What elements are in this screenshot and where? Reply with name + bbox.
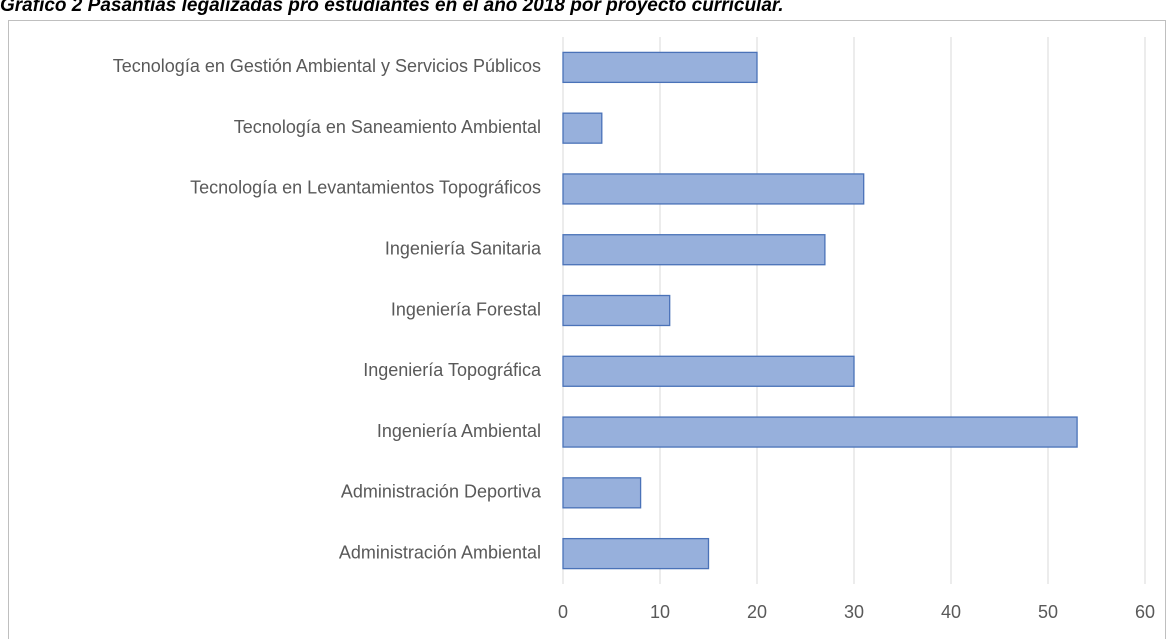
y-tick-label: Ingeniería Ambiental bbox=[377, 421, 541, 441]
x-tick-label: 10 bbox=[650, 602, 670, 622]
y-tick-label: Administración Ambiental bbox=[339, 542, 541, 562]
bar bbox=[562, 112, 603, 144]
bar bbox=[562, 294, 671, 327]
x-tick-label: 0 bbox=[558, 602, 568, 622]
bar bbox=[562, 537, 710, 570]
y-tick-label: Tecnología en Levantamientos Topográfico… bbox=[190, 178, 541, 198]
y-tick-label: Tecnología en Gestión Ambiental y Servic… bbox=[113, 56, 541, 76]
y-tick-label: Administración Deportiva bbox=[341, 482, 542, 502]
y-tick-label: Ingeniería Topográfica bbox=[363, 360, 542, 380]
bar bbox=[562, 51, 758, 84]
y-tick-label: Ingeniería Forestal bbox=[391, 299, 541, 319]
x-tick-label: 60 bbox=[1135, 602, 1155, 622]
bar bbox=[562, 416, 1078, 448]
bar bbox=[562, 477, 642, 509]
x-tick-label: 40 bbox=[941, 602, 961, 622]
bar bbox=[562, 234, 826, 266]
y-tick-label: Ingeniería Sanitaria bbox=[385, 238, 542, 258]
x-tick-label: 20 bbox=[747, 602, 767, 622]
bar bbox=[562, 173, 865, 205]
y-tick-label: Tecnología en Saneamiento Ambiental bbox=[234, 117, 541, 137]
bar bbox=[562, 355, 855, 387]
chart-title: Gráfico 2 Pasantías legalizadas pro estu… bbox=[0, 0, 784, 16]
x-tick-label: 30 bbox=[844, 602, 864, 622]
x-tick-label: 50 bbox=[1038, 602, 1058, 622]
